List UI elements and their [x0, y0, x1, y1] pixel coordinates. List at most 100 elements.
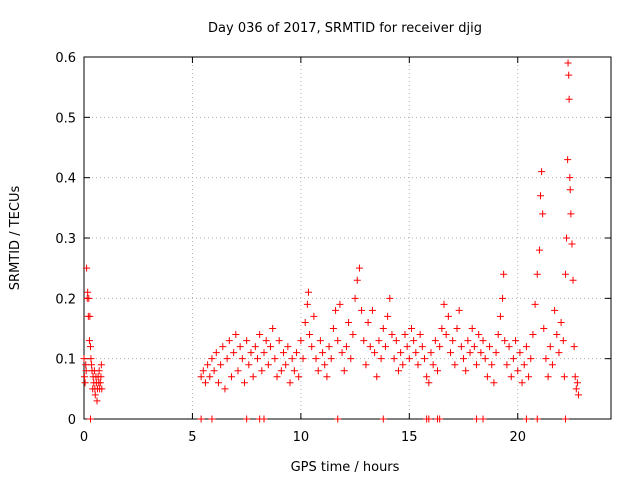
data-point — [297, 337, 305, 345]
data-point — [345, 318, 353, 326]
data-point — [572, 385, 580, 393]
data-point — [85, 294, 93, 302]
data-point — [282, 361, 290, 369]
data-point — [392, 337, 400, 345]
data-point — [208, 355, 216, 363]
data-point — [425, 415, 433, 423]
data-point — [564, 59, 572, 67]
data-point — [468, 325, 476, 332]
data-point — [81, 379, 89, 387]
data-point — [336, 300, 344, 308]
data-point — [418, 343, 426, 351]
data-point — [217, 361, 225, 369]
data-point — [407, 325, 415, 332]
data-point — [414, 361, 422, 369]
data-point — [98, 385, 106, 393]
data-point — [286, 379, 294, 387]
data-point — [227, 373, 235, 381]
data-point — [355, 264, 363, 272]
data-point — [470, 343, 478, 351]
data-point — [574, 391, 582, 399]
data-point — [271, 355, 279, 363]
y-tick-label: 0 — [68, 413, 76, 428]
data-point — [551, 306, 559, 314]
data-point — [557, 318, 565, 326]
data-point — [520, 361, 528, 369]
data-point — [434, 367, 442, 375]
data-point — [538, 168, 546, 176]
data-point — [340, 367, 348, 375]
data-point — [436, 343, 444, 351]
data-point — [518, 379, 526, 387]
data-point — [386, 294, 394, 302]
data-point — [303, 300, 311, 308]
y-tick-label: 0.3 — [55, 232, 76, 247]
data-point — [397, 349, 405, 357]
data-point — [565, 71, 573, 79]
data-point — [258, 367, 266, 375]
y-axis-ticks: 0 0.1 0.2 0.3 0.4 0.5 0.6 — [55, 51, 611, 428]
x-tick-label: 20 — [509, 430, 526, 445]
data-point — [206, 373, 214, 381]
x-tick-label: 5 — [188, 430, 196, 445]
data-point — [304, 288, 312, 296]
data-point — [440, 300, 448, 308]
data-point — [316, 337, 324, 345]
data-point — [539, 210, 547, 218]
data-point — [390, 355, 398, 363]
data-point — [569, 276, 577, 284]
data-point — [479, 337, 487, 345]
data-point — [280, 349, 288, 357]
data-point — [351, 294, 359, 302]
data-point — [240, 379, 248, 387]
data-point — [243, 415, 251, 423]
data-point — [544, 373, 552, 381]
data-point — [260, 415, 268, 423]
data-point — [488, 361, 496, 369]
data-point — [473, 361, 481, 369]
data-point — [223, 355, 231, 363]
x-tick-label: 0 — [80, 430, 88, 445]
data-point — [379, 325, 387, 332]
data-point — [210, 367, 218, 375]
data-point — [405, 355, 413, 363]
data-point — [273, 373, 281, 381]
data-point — [566, 186, 574, 194]
data-point — [570, 343, 578, 351]
data-point — [288, 355, 296, 363]
data-point — [567, 210, 575, 218]
data-point — [334, 337, 342, 345]
data-point — [447, 349, 455, 357]
data-point — [384, 312, 392, 320]
data-point — [379, 415, 387, 423]
data-point — [236, 343, 244, 351]
data-point — [85, 337, 93, 345]
data-point — [306, 331, 314, 339]
data-point — [442, 331, 450, 339]
data-point — [201, 379, 209, 387]
x-axis-ticks: 0 5 10 15 20 — [80, 57, 526, 445]
data-point — [561, 415, 569, 423]
data-point — [321, 361, 329, 369]
data-point — [212, 349, 220, 357]
data-point — [80, 373, 88, 381]
data-point — [573, 379, 581, 387]
data-point — [96, 379, 104, 387]
data-point — [338, 349, 346, 357]
data-point — [197, 373, 205, 381]
data-point — [546, 343, 554, 351]
data-point — [522, 343, 530, 351]
data-point — [82, 367, 90, 375]
data-point — [477, 349, 485, 357]
data-point — [453, 325, 461, 332]
data-point — [535, 246, 543, 254]
data-point — [564, 156, 572, 164]
x-tick-label: 15 — [401, 430, 418, 445]
data-point — [451, 361, 459, 369]
data-point — [245, 361, 253, 369]
data-point — [238, 355, 246, 363]
data-point — [93, 397, 101, 405]
data-point — [490, 379, 498, 387]
data-point — [460, 355, 468, 363]
data-point — [277, 367, 285, 375]
